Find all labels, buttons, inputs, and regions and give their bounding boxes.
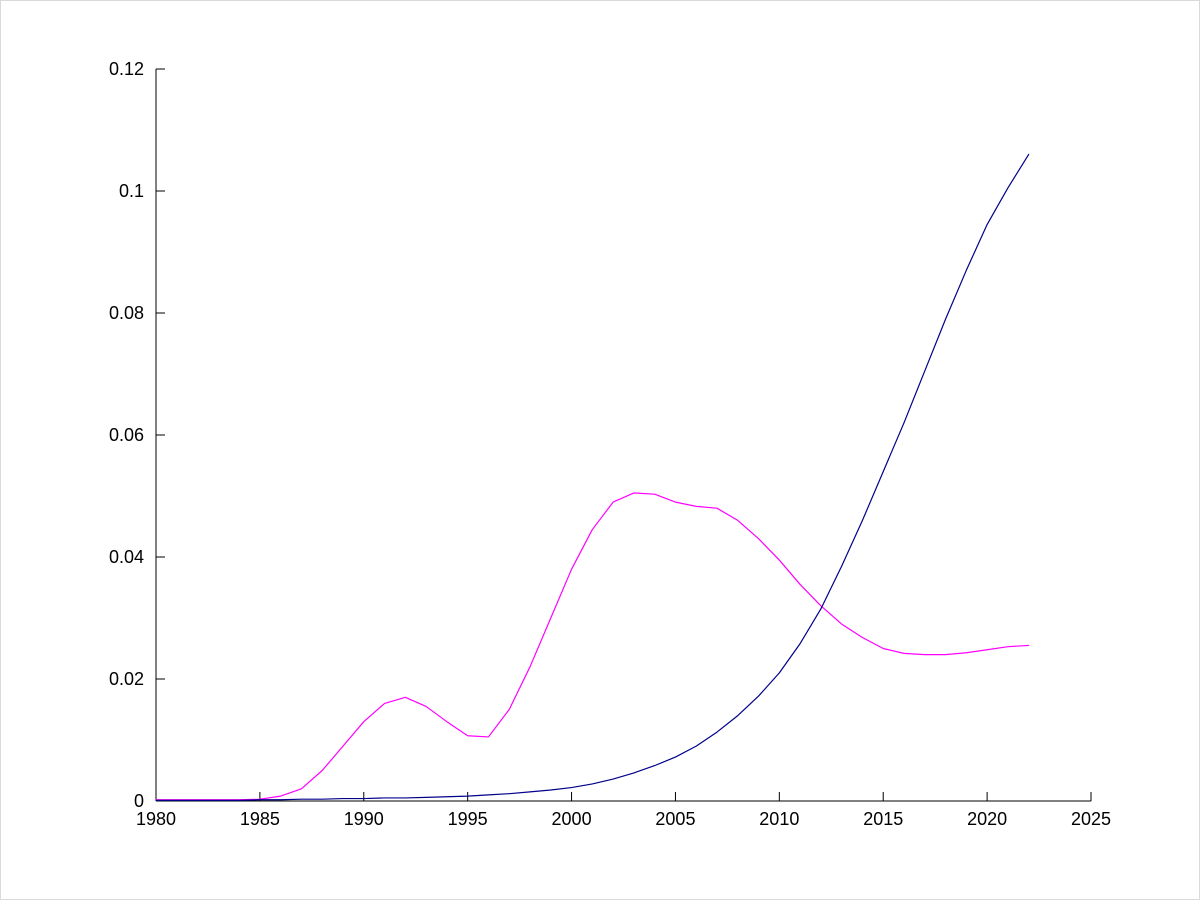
x-tick-label: 2010: [759, 809, 799, 829]
y-tick-label: 0.06: [109, 425, 144, 445]
y-tick-label: 0.1: [119, 181, 144, 201]
x-tick-label: 2000: [552, 809, 592, 829]
y-tick-label: 0.04: [109, 547, 144, 567]
x-tick-label: 1995: [448, 809, 488, 829]
x-tick-label: 2005: [655, 809, 695, 829]
y-tick-label: 0.08: [109, 303, 144, 323]
x-tick-label: 1980: [136, 809, 176, 829]
x-tick-label: 2025: [1071, 809, 1111, 829]
series-line-magenta-series: [155, 492, 1030, 801]
y-tick-label: 0.12: [109, 59, 144, 79]
x-tick-label: 1985: [240, 809, 280, 829]
series-line-blue-series: [155, 153, 1030, 801]
x-tick-label: 2020: [967, 809, 1007, 829]
x-tick-label: 1990: [344, 809, 384, 829]
y-tick-label: 0.02: [109, 669, 144, 689]
x-tick-label: 2015: [863, 809, 903, 829]
y-tick-label: 0: [134, 791, 144, 811]
